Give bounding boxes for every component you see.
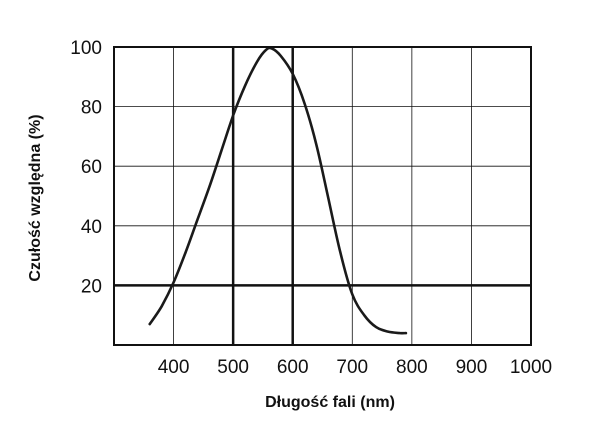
y-tick-label-80: 80 xyxy=(81,98,102,119)
x-tick-label-900: 900 xyxy=(456,357,488,378)
x-tick-label-800: 800 xyxy=(396,357,428,378)
y-tick-label-100: 100 xyxy=(70,38,102,59)
y-tick-label-40: 40 xyxy=(81,217,102,238)
series-group xyxy=(148,46,408,335)
x-tick-label-400: 400 xyxy=(158,357,190,378)
series-line-0 xyxy=(148,46,408,335)
x-tick-label-500: 500 xyxy=(217,357,249,378)
x-tick-label-600: 600 xyxy=(277,357,309,378)
x-axis-label: Długość fali (nm) xyxy=(265,394,395,411)
y-tick-labels: 20 40 60 80 100 xyxy=(70,38,102,297)
x-tick-labels: 400 500 600 700 800 900 1000 xyxy=(158,357,552,378)
plot-frame xyxy=(113,46,532,346)
grid xyxy=(114,47,531,345)
x-tick-label-1000: 1000 xyxy=(510,357,552,378)
y-tick-label-20: 20 xyxy=(81,276,102,297)
y-tick-label-60: 60 xyxy=(81,157,102,178)
y-axis-label: Czułość względna (%) xyxy=(27,114,44,281)
x-tick-label-700: 700 xyxy=(336,357,368,378)
